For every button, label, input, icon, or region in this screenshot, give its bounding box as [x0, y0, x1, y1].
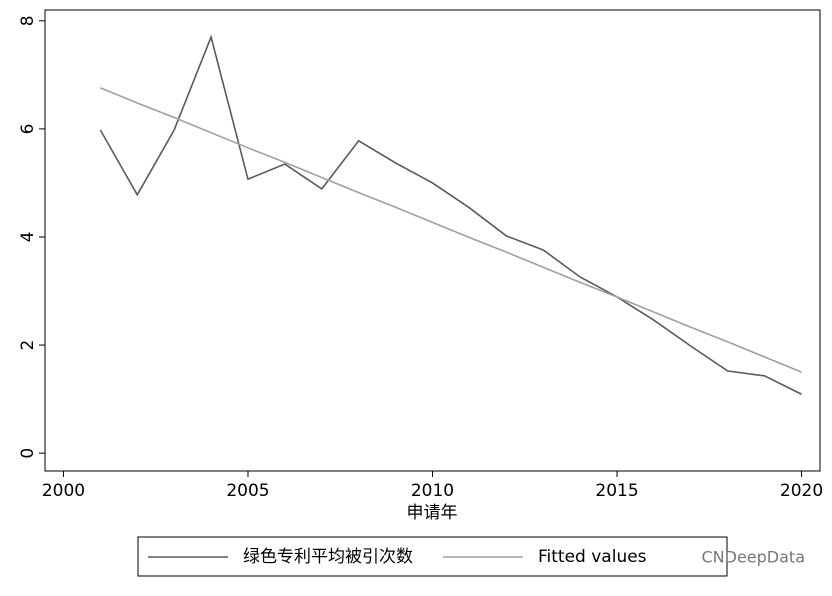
y-tick-label: 6 — [18, 123, 38, 134]
y-tick-label: 4 — [18, 232, 38, 243]
y-tick-label: 2 — [18, 340, 38, 351]
x-tick-label: 2015 — [595, 481, 638, 501]
series-line — [99, 34, 802, 395]
x-tick-label: 2000 — [42, 481, 85, 501]
x-tick-label: 2005 — [226, 481, 269, 501]
legend-label: 绿色专利平均被引次数 — [243, 547, 413, 567]
y-tick-label: 0 — [18, 448, 38, 459]
plot-frame — [44, 9, 821, 472]
watermark: CNDeepData — [701, 548, 805, 567]
x-axis-label: 申请年 — [407, 503, 458, 523]
y-tick-label: 8 — [18, 15, 38, 26]
x-tick-label: 2020 — [780, 481, 823, 501]
legend-box — [137, 536, 728, 577]
x-tick-label: 2010 — [411, 481, 454, 501]
legend-label: Fitted values — [538, 547, 647, 567]
series-line — [100, 87, 802, 373]
